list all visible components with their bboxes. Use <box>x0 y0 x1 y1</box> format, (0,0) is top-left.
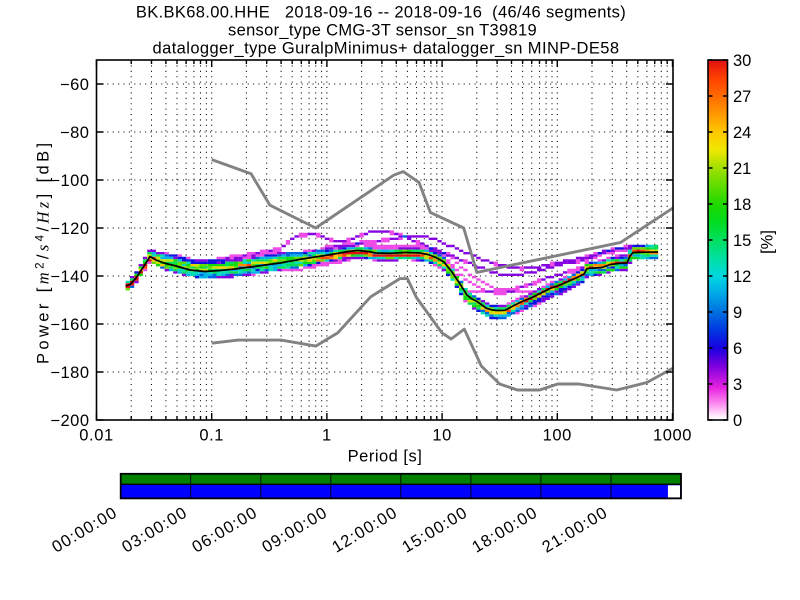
svg-text:27: 27 <box>733 88 751 106</box>
svg-text:21: 21 <box>733 160 751 178</box>
svg-text:−160: −160 <box>50 316 89 334</box>
svg-text:−140: −140 <box>50 268 89 286</box>
svg-text:10: 10 <box>432 427 452 445</box>
svg-text:0: 0 <box>733 412 742 430</box>
svg-text:3: 3 <box>733 376 742 394</box>
svg-text:15: 15 <box>733 232 751 250</box>
svg-text:−200: −200 <box>50 412 89 430</box>
svg-text:18: 18 <box>733 196 751 214</box>
svg-text:1: 1 <box>322 427 332 445</box>
svg-text:100: 100 <box>543 427 572 445</box>
svg-text:BK.BK68.00.HHE 2018-09-16 --: BK.BK68.00.HHE 2018-09-16 -- 2018-09-16 … <box>136 4 626 22</box>
svg-text:9: 9 <box>733 304 742 322</box>
svg-text:6: 6 <box>733 340 742 358</box>
svg-text:12: 12 <box>733 268 751 286</box>
svg-text:Period [s]: Period [s] <box>348 448 423 466</box>
svg-text:datalogger_type GuralpMinimus+: datalogger_type GuralpMinimus+ datalogge… <box>153 40 620 58</box>
svg-text:−100: −100 <box>50 172 89 190</box>
svg-text:0.01: 0.01 <box>79 427 114 445</box>
svg-text:−80: −80 <box>60 124 90 142</box>
svg-text:30: 30 <box>733 52 751 70</box>
svg-text:−180: −180 <box>50 364 89 382</box>
svg-text:1000: 1000 <box>653 427 692 445</box>
svg-text:[%]: [%] <box>759 230 777 254</box>
svg-text:Power [m2/s4/Hz] [dB]: Power [m2/s4/Hz] [dB] <box>34 139 53 364</box>
svg-text:0.1: 0.1 <box>199 427 224 445</box>
svg-text:−120: −120 <box>50 220 89 238</box>
svg-text:sensor_type CMG-3T sensor_sn T: sensor_type CMG-3T sensor_sn T39819 <box>228 22 537 40</box>
svg-text:24: 24 <box>733 124 751 142</box>
svg-text:−60: −60 <box>60 76 90 94</box>
